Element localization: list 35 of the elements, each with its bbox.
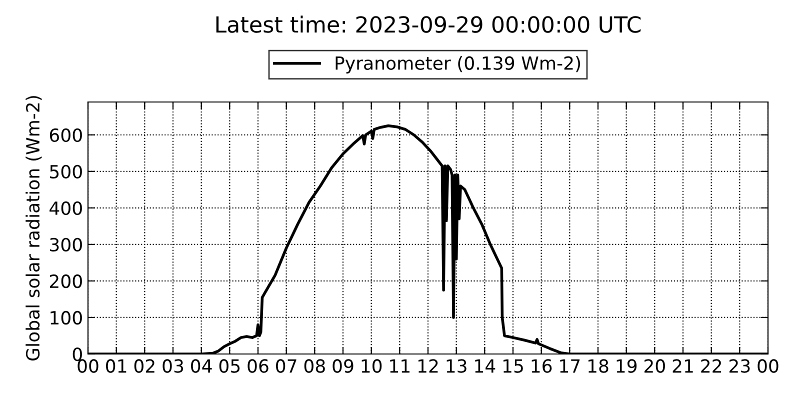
x-tick-label: 16: [532, 359, 552, 373]
x-tick-label: 00: [78, 359, 98, 373]
x-tick-label: 06: [248, 359, 268, 373]
y-tick-label: 500: [50, 164, 82, 179]
y-tick-label: 200: [50, 274, 82, 288]
y-axis-title: Global solar radiation (Wm-2): [26, 96, 42, 360]
y-tick-label: 300: [50, 238, 82, 252]
y-tick-label: 600: [50, 128, 82, 142]
x-tick-label: 11: [390, 359, 410, 373]
x-tick-label: 02: [134, 359, 154, 373]
x-tick-label: 17: [560, 359, 580, 373]
x-tick-label: 21: [672, 359, 693, 373]
x-tick-label: 07: [276, 359, 296, 373]
x-tick-label: 20: [644, 359, 665, 373]
x-tick-label: 23: [730, 359, 750, 373]
x-tick-label: 08: [304, 359, 325, 373]
x-tick-label: 18: [588, 359, 608, 373]
y-tick-label: 100: [50, 310, 82, 325]
y-tick-label: 0: [72, 347, 82, 362]
legend-label: Pyranometer (0.139 Wm-2): [336, 56, 580, 74]
x-tick-label: 19: [616, 359, 637, 373]
x-tick-label: 15: [503, 359, 523, 373]
x-tick-label: 12: [418, 359, 438, 373]
x-tick-label: 13: [446, 359, 466, 373]
x-tick-label: 10: [362, 359, 382, 373]
x-tick-label: 22: [701, 359, 722, 373]
x-tick-label: 01: [106, 359, 126, 373]
y-tick-label: 400: [50, 201, 82, 216]
x-tick-label: 03: [162, 359, 184, 373]
chart-title: Latest time: 2023-09-29 00:00:00 UTC: [216, 16, 641, 33]
x-tick-label: 00: [758, 359, 778, 373]
x-tick-label: 05: [219, 359, 240, 373]
x-tick-label: 14: [475, 359, 496, 373]
x-tick-label: 04: [191, 359, 212, 373]
x-tick-label: 09: [332, 359, 354, 373]
